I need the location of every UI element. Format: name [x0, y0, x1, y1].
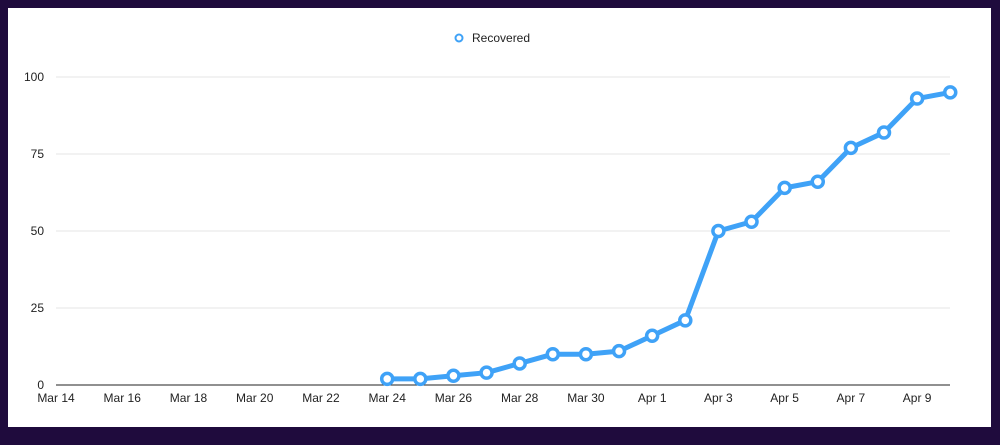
data-point	[843, 140, 859, 156]
x-tick-label: Mar 16	[104, 391, 142, 405]
recovered-line-chart: 0 25 50 75 100 Mar 14 Mar 16 Mar 18 Mar 20 Mar 22…	[24, 31, 958, 405]
data-point	[446, 368, 461, 384]
x-tick-label: Apr 7	[837, 391, 866, 405]
x-tick-label: Apr 9	[903, 391, 932, 405]
data-point	[413, 371, 428, 387]
x-tick-label: Mar 30	[567, 391, 605, 405]
data-point	[810, 174, 826, 189]
data-point	[876, 125, 892, 140]
data-point	[379, 371, 395, 387]
data-point	[578, 346, 594, 362]
data-point	[942, 85, 958, 100]
x-tick-label: Apr 3	[704, 391, 733, 405]
data-point	[909, 91, 925, 106]
y-tick-label: 50	[31, 224, 45, 238]
chart-frame: 0 25 50 75 100 Mar 14 Mar 16 Mar 18 Mar 20 Mar 22…	[8, 8, 991, 427]
x-tick-label: Mar 28	[501, 391, 539, 405]
data-point	[611, 343, 627, 359]
x-tick-label: Mar 26	[435, 391, 473, 405]
legend-label-recovered: Recovered	[472, 31, 530, 45]
data-point	[644, 328, 660, 343]
x-tick-label: Mar 24	[369, 391, 407, 405]
x-tick-label: Mar 14	[37, 391, 75, 405]
y-tick-label: 75	[31, 147, 45, 161]
data-point	[711, 223, 726, 239]
data-point	[744, 214, 759, 230]
x-tick-label: Mar 18	[170, 391, 208, 405]
x-tick-label: Mar 22	[302, 391, 340, 405]
data-point	[512, 356, 527, 371]
y-tick-label: 100	[24, 70, 44, 84]
data-point	[678, 313, 693, 328]
y-tick-label: 25	[31, 301, 45, 315]
x-tick-label: Apr 1	[638, 391, 667, 405]
x-tick-label: Mar 20	[236, 391, 274, 405]
y-tick-label: 0	[37, 378, 44, 392]
data-point	[545, 346, 561, 362]
legend-marker-icon	[454, 33, 464, 43]
series-line-recovered	[387, 89, 951, 382]
x-tick-label: Apr 5	[770, 391, 799, 405]
data-point	[479, 365, 494, 380]
data-point	[777, 180, 792, 196]
